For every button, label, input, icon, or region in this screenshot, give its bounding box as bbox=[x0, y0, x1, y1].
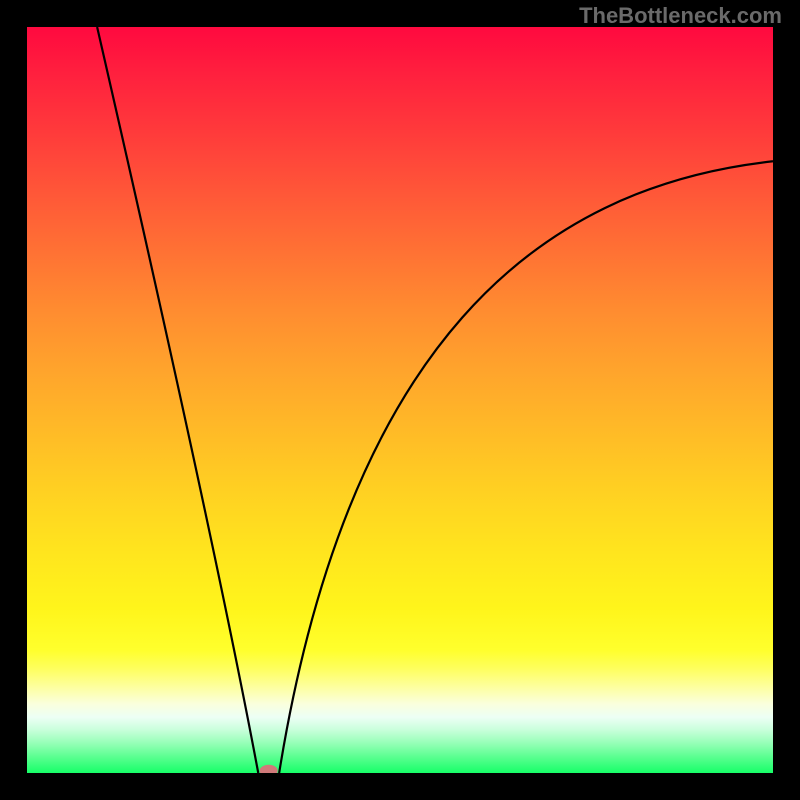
curve-right-branch bbox=[279, 161, 773, 773]
curve-layer bbox=[27, 27, 773, 773]
curve-left-branch bbox=[97, 27, 258, 773]
watermark-text: TheBottleneck.com bbox=[579, 3, 782, 29]
plot-area bbox=[27, 27, 773, 773]
chart-root: TheBottleneck.com bbox=[0, 0, 800, 800]
curve-vertex-marker bbox=[260, 765, 278, 773]
